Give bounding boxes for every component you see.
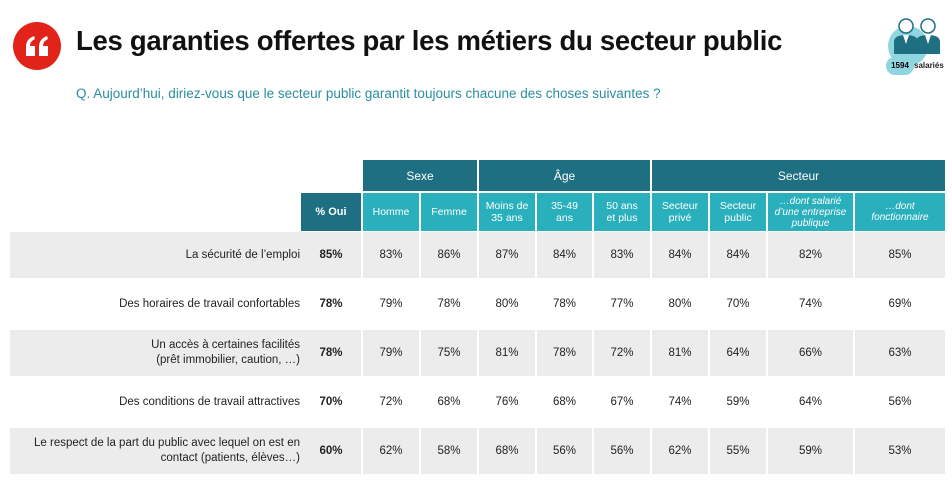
row-label: Le respect de la part du public avec leq… bbox=[34, 437, 300, 464]
cell-secteur-public: 70% bbox=[726, 298, 750, 310]
cell-secteur-prive: 62% bbox=[668, 445, 692, 457]
column-divider bbox=[535, 193, 537, 478]
group-header-secteur: Secteur bbox=[652, 160, 945, 191]
cell-homme: 62% bbox=[379, 445, 403, 457]
column-divider bbox=[708, 193, 710, 478]
cell-secteur-public: 55% bbox=[726, 445, 750, 457]
table-row: Des conditions de travail attractives 70… bbox=[10, 379, 945, 425]
cell-secteur-public: 59% bbox=[726, 396, 750, 408]
cell-fonctionnaire: 69% bbox=[888, 298, 912, 310]
cell-50-plus: 56% bbox=[610, 445, 634, 457]
sample-count: 1594 bbox=[886, 57, 914, 75]
pct-header: % Oui bbox=[301, 193, 361, 231]
cell-homme: 72% bbox=[379, 396, 403, 408]
group-header-sexe: Sexe bbox=[363, 160, 477, 191]
cell-moins-35: 76% bbox=[495, 396, 519, 408]
cell-secteur-public: 64% bbox=[726, 347, 750, 359]
cell-50-plus: 77% bbox=[610, 298, 634, 310]
cell-homme: 83% bbox=[379, 249, 403, 261]
cell-35-49: 84% bbox=[552, 249, 577, 261]
cell-fonctionnaire: 56% bbox=[888, 396, 912, 408]
cell-35-49: 78% bbox=[552, 347, 577, 359]
subheader-entreprise-publique: …dont salarié d’une entreprise publique bbox=[768, 193, 853, 231]
cell-entreprise-publique: 59% bbox=[798, 445, 823, 457]
cell-50-plus: 67% bbox=[610, 396, 634, 408]
pct-oui: 85% bbox=[319, 249, 343, 261]
column-divider bbox=[419, 193, 421, 478]
column-divider bbox=[766, 193, 768, 478]
table-row: Des horaires de travail confortables 78%… bbox=[10, 281, 945, 327]
quote-logo bbox=[13, 22, 61, 70]
cell-femme: 68% bbox=[437, 396, 461, 408]
column-divider bbox=[853, 193, 855, 478]
row-label: Des conditions de travail attractives bbox=[119, 395, 300, 408]
column-divider bbox=[477, 160, 479, 478]
cell-entreprise-publique: 64% bbox=[798, 396, 823, 408]
cell-entreprise-publique: 66% bbox=[798, 347, 823, 359]
subheader-50-plus: 50 ans et plus bbox=[594, 193, 650, 231]
cell-entreprise-publique: 82% bbox=[798, 249, 823, 261]
column-divider bbox=[361, 160, 363, 478]
cell-moins-35: 87% bbox=[495, 249, 519, 261]
row-label: La sécurité de l’emploi bbox=[185, 248, 300, 261]
pct-oui: 60% bbox=[319, 445, 343, 457]
sample-unit: salariés bbox=[914, 61, 944, 70]
cell-femme: 75% bbox=[437, 347, 461, 359]
cell-moins-35: 80% bbox=[495, 298, 519, 310]
people-icon bbox=[888, 18, 940, 66]
subheader-femme: Femme bbox=[421, 193, 477, 231]
cell-femme: 86% bbox=[437, 249, 461, 261]
subheader-35-49: 35-49 ans bbox=[537, 193, 592, 231]
cell-femme: 58% bbox=[437, 445, 461, 457]
pct-oui: 78% bbox=[319, 347, 343, 359]
cell-secteur-prive: 81% bbox=[668, 347, 692, 359]
row-label: Des horaires de travail confortables bbox=[119, 297, 300, 310]
subheader-secteur-public: Secteur public bbox=[710, 193, 766, 231]
cell-35-49: 78% bbox=[552, 298, 577, 310]
subheader-moins-35: Moins de 35 ans bbox=[479, 193, 535, 231]
group-header-age: Âge bbox=[479, 160, 650, 191]
pct-oui: 70% bbox=[319, 396, 343, 408]
cell-moins-35: 68% bbox=[495, 445, 519, 457]
cell-fonctionnaire: 53% bbox=[888, 445, 912, 457]
cell-secteur-prive: 80% bbox=[668, 298, 692, 310]
cell-entreprise-publique: 74% bbox=[798, 298, 823, 310]
subheader-homme: Homme bbox=[363, 193, 419, 231]
column-divider bbox=[650, 160, 652, 478]
cell-35-49: 56% bbox=[552, 445, 577, 457]
question-text: Q. Aujourd’hui, diriez-vous que le secte… bbox=[76, 86, 661, 101]
cell-homme: 79% bbox=[379, 298, 403, 310]
subheader-secteur-prive: Secteur privé bbox=[652, 193, 708, 231]
subheader-fonctionnaire: …dont fonctionnaire bbox=[855, 193, 945, 231]
cell-fonctionnaire: 63% bbox=[888, 347, 912, 359]
cell-femme: 78% bbox=[437, 298, 461, 310]
column-divider bbox=[592, 193, 594, 478]
cell-moins-35: 81% bbox=[495, 347, 519, 359]
cell-fonctionnaire: 85% bbox=[888, 249, 912, 261]
cell-secteur-prive: 74% bbox=[668, 396, 692, 408]
row-label: Un accès à certaines facilités (prêt immo… bbox=[151, 339, 300, 366]
cell-secteur-public: 84% bbox=[726, 249, 750, 261]
quote-icon bbox=[26, 36, 48, 56]
cell-50-plus: 83% bbox=[610, 249, 634, 261]
page-title: Les garanties offertes par les métiers d… bbox=[76, 25, 783, 56]
cell-35-49: 68% bbox=[552, 396, 577, 408]
pct-oui: 78% bbox=[319, 298, 343, 310]
cell-secteur-prive: 84% bbox=[668, 249, 692, 261]
cell-50-plus: 72% bbox=[610, 347, 634, 359]
cell-homme: 79% bbox=[379, 347, 403, 359]
